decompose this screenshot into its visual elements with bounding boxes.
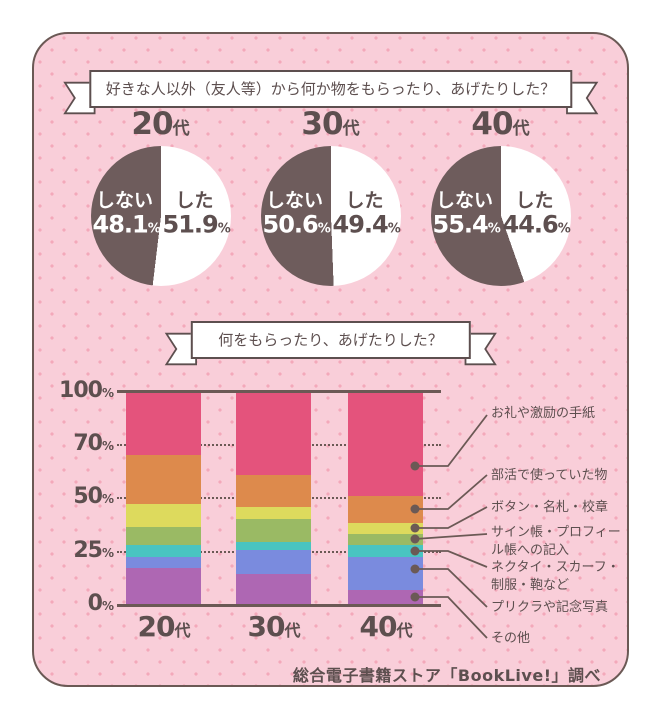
bar-segment	[236, 542, 311, 550]
x-axis-label-30s: 30代	[247, 610, 301, 643]
pie-chart-20s: しない 48.1% した 51.9%	[90, 146, 231, 286]
stacked-bar-40s	[348, 391, 423, 604]
legend-item-autograph: サイン帳・プロフィール帳への記入	[491, 525, 621, 558]
pie-column-30s: 30代 しない 50.6% した 49.4%	[246, 106, 416, 286]
stacked-bar-chart: 100% 70% 50% 25% 0% 20代 30代 40代	[34, 34, 627, 685]
pie-title-20s: 20代	[76, 106, 246, 144]
bar-segment	[348, 557, 423, 591]
stacked-bar-30s	[236, 391, 311, 604]
bar-segment	[126, 567, 201, 604]
bar-segment	[348, 523, 423, 534]
legend-leader-lines	[410, 414, 488, 639]
age-suffix: 代	[342, 119, 360, 139]
question-banner-1-text: 好きな人以外（友人等）から何か物をもらったり、あげたりした？	[88, 70, 573, 108]
pie-slice-label-yes: した 49.4%	[332, 189, 401, 239]
gridline-100	[117, 390, 441, 393]
bar-segment	[236, 574, 311, 604]
ribbon-tail-left-icon	[164, 332, 197, 366]
pie-slice-label-no: しない 55.4%	[432, 189, 501, 239]
legend-item-other: その他	[491, 631, 531, 646]
age-number: 20	[131, 106, 173, 142]
pie-chart-30s: しない 50.6% した 49.4%	[260, 146, 401, 286]
infographic-card: 好きな人以外（友人等）から何か物をもらったり、あげたりした？ 20代 しない 4…	[32, 32, 629, 687]
question-banner-1: 好きな人以外（友人等）から何か物をもらったり、あげたりした？	[62, 70, 599, 115]
legend-item-club: 部活で使っていた物	[491, 468, 608, 483]
bar-segment	[126, 545, 201, 558]
age-number: 40	[471, 106, 513, 142]
bar-segment	[348, 590, 423, 604]
source-credit: 総合電子書籍ストア「BookLive!」調べ	[292, 666, 601, 685]
pie-chart-40s: しない 55.4% した 44.6%	[430, 146, 571, 286]
bar-segment	[126, 391, 201, 455]
stacked-bar-20s	[126, 391, 201, 604]
legend-item-necktie: ネクタイ・スカーフ・制服・鞄など	[491, 560, 620, 593]
ribbon-tail-left-icon	[62, 81, 95, 115]
pie-column-20s: 20代 しない 48.1% した 51.9%	[76, 106, 246, 286]
pie-column-40s: 40代 しない 55.4% した 44.6%	[416, 106, 586, 286]
gridline-0	[117, 604, 441, 607]
ribbon-tail-right-icon	[464, 332, 497, 366]
legend-item-badge: ボタン・名札・校章	[491, 500, 609, 515]
x-axis-label-40s: 40代	[359, 610, 413, 643]
bar-segment	[348, 533, 423, 546]
bar-segment	[126, 557, 201, 568]
age-suffix: 代	[512, 119, 530, 139]
bar-segment	[348, 545, 423, 558]
legend-item-letter: お礼や激励の手紙	[491, 406, 596, 421]
pie-slice-label-no: しない 48.1%	[92, 189, 161, 239]
y-axis-label-50: 50%	[73, 484, 114, 509]
bar-segment	[236, 391, 311, 476]
bar-segment	[126, 503, 201, 528]
pie-charts-row: 20代 しない 48.1% した 51.9% 30代 しない 50.	[34, 106, 627, 286]
y-axis-label-25: 25%	[73, 538, 114, 563]
bar-segment	[236, 507, 311, 519]
bar-segment	[236, 475, 311, 508]
question-banner-2: 何をもらったり、あげたりした？	[164, 321, 497, 366]
y-axis-label-0: 0%	[87, 591, 114, 616]
bar-segment	[236, 549, 311, 575]
bar-segment	[126, 454, 201, 504]
x-axis-label-20s: 20代	[137, 610, 191, 643]
question-banner-2-text: 何をもらったり、あげたりした？	[190, 321, 471, 359]
legend-item-photo: プリクラや記念写真	[491, 600, 609, 615]
pie-slice-label-no: しない 50.6%	[262, 189, 331, 239]
y-axis-label-70: 70%	[73, 431, 114, 456]
bar-segment	[236, 518, 311, 543]
pie-slice-label-yes: した 51.9%	[162, 189, 231, 239]
age-suffix: 代	[172, 119, 190, 139]
pie-title-30s: 30代	[246, 106, 416, 144]
bar-segment	[126, 527, 201, 546]
bar-segment	[348, 496, 423, 524]
bar-segment	[348, 391, 423, 497]
age-number: 30	[301, 106, 343, 142]
ribbon-tail-right-icon	[566, 81, 599, 115]
y-axis-label-100: 100%	[59, 378, 114, 403]
pie-title-40s: 40代	[416, 106, 586, 144]
pie-slice-label-yes: した 44.6%	[502, 189, 571, 239]
